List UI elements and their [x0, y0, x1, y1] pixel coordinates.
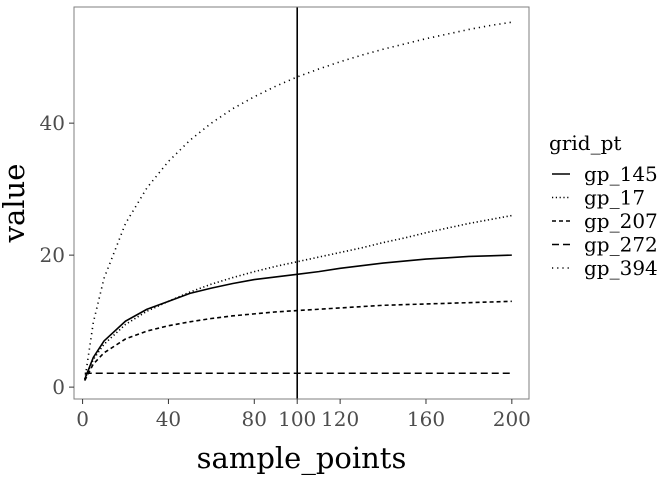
series-line-gp-145 — [83, 254, 512, 380]
x-tick-label-200: 200 — [493, 407, 531, 431]
legend-label-gp-207: gp_207 — [584, 209, 658, 233]
y-tick-label-40: 40 — [40, 111, 65, 135]
plot-panel-border — [73, 6, 530, 400]
y-axis-title: value — [0, 164, 31, 244]
x-tick-label-40: 40 — [156, 407, 181, 431]
legend-label-gp-272: gp_272 — [584, 233, 658, 257]
x-tick-label-0: 0 — [76, 407, 89, 431]
legend-title: grid_pt — [549, 131, 621, 155]
series-line-gp-17 — [83, 214, 512, 380]
x-axis-title: sample_points — [197, 441, 407, 476]
x-tick-label-80: 80 — [242, 407, 267, 431]
y-axis: 0 20 40 — [40, 111, 74, 399]
legend-label-gp-145: gp_145 — [584, 162, 658, 186]
x-axis: 0 40 80 100 120 160 200 — [76, 399, 531, 431]
y-tick-label-20: 20 — [40, 243, 65, 267]
legend-label-gp-17: gp_17 — [584, 186, 645, 210]
legend-label-gp-394: gp_394 — [584, 256, 658, 280]
x-tick-label-160: 160 — [407, 407, 445, 431]
plot-series — [83, 7, 512, 399]
series-line-gp-207 — [84, 300, 512, 381]
y-tick-label-0: 0 — [52, 375, 65, 399]
x-tick-label-120: 120 — [321, 407, 359, 431]
x-tick-label-100: 100 — [278, 407, 316, 431]
